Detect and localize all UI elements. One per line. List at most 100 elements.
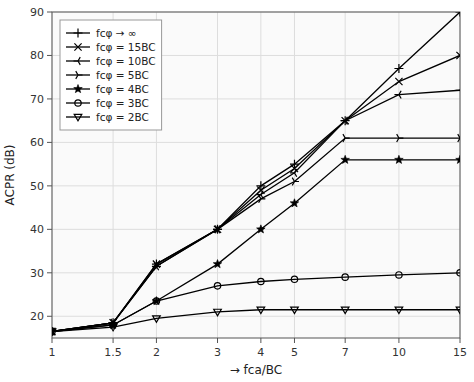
legend-marker bbox=[74, 57, 81, 65]
legend-marker bbox=[75, 100, 81, 106]
legend-frame bbox=[60, 20, 162, 130]
y-tick-label: 80 bbox=[30, 49, 44, 62]
point-marker bbox=[257, 307, 265, 313]
point-marker bbox=[259, 195, 266, 203]
point-marker bbox=[153, 316, 161, 322]
marks bbox=[52, 12, 460, 336]
y-tick-label: 50 bbox=[30, 180, 44, 193]
point-marker bbox=[291, 307, 299, 313]
y-tick bbox=[47, 142, 52, 143]
x-tick bbox=[294, 338, 295, 343]
point-marker bbox=[292, 178, 299, 186]
legend-label: fcφ = 3BC bbox=[96, 97, 149, 109]
point-marker bbox=[215, 225, 222, 233]
legend-marker bbox=[74, 29, 83, 38]
y-grid-line bbox=[52, 316, 460, 317]
series-line bbox=[52, 12, 460, 331]
series-line bbox=[52, 138, 460, 331]
legend-swatch bbox=[66, 102, 90, 103]
point-marker bbox=[457, 270, 460, 276]
y-tick-label: 60 bbox=[30, 136, 44, 149]
y-axis-label: ACPR (dB) bbox=[3, 145, 17, 206]
x-tick bbox=[460, 338, 461, 343]
point-marker bbox=[343, 134, 350, 142]
x-tick-label: 7 bbox=[342, 346, 349, 359]
y-grid-line bbox=[52, 229, 460, 230]
point-marker bbox=[456, 307, 460, 313]
y-grid-line bbox=[52, 272, 460, 273]
legend-label: fcφ = 2BC bbox=[96, 111, 149, 123]
x-grid-line bbox=[398, 12, 399, 338]
point-marker bbox=[456, 12, 461, 17]
y-tick bbox=[47, 12, 52, 13]
plot-frame bbox=[52, 12, 460, 338]
point-marker bbox=[214, 283, 220, 289]
point-marker bbox=[395, 78, 402, 85]
y-tick-label: 20 bbox=[30, 310, 44, 323]
point-marker bbox=[213, 260, 222, 268]
point-marker bbox=[258, 278, 264, 284]
point-marker bbox=[153, 298, 159, 304]
x-grid-line bbox=[294, 12, 295, 338]
y-grid-line bbox=[52, 185, 460, 186]
x-tick-label: 5 bbox=[291, 346, 298, 359]
point-marker bbox=[456, 155, 460, 163]
x-tick bbox=[260, 338, 261, 343]
y-tick-label: 90 bbox=[30, 6, 44, 19]
x-tick-label: 4 bbox=[257, 346, 264, 359]
point-marker bbox=[458, 134, 460, 142]
legend-marker bbox=[74, 43, 81, 50]
x-tick-label: 3 bbox=[214, 346, 221, 359]
point-marker bbox=[456, 52, 460, 59]
point-marker bbox=[290, 169, 297, 177]
legend-label: fcφ = 15BC bbox=[96, 41, 156, 53]
point-marker bbox=[394, 64, 403, 73]
x-tick bbox=[113, 338, 114, 343]
y-tick-label: 40 bbox=[30, 223, 44, 236]
point-marker bbox=[290, 199, 299, 207]
x-tick bbox=[345, 338, 346, 343]
x-tick bbox=[217, 338, 218, 343]
legend-marker bbox=[74, 85, 83, 93]
chart: 11.52345710152030405060708090→ fca/BCACP… bbox=[0, 0, 474, 382]
series-line bbox=[52, 273, 460, 332]
point-marker bbox=[290, 160, 299, 169]
legend-label: fcφ → ∞ bbox=[96, 27, 137, 39]
y-tick bbox=[47, 98, 52, 99]
point-marker bbox=[394, 91, 401, 99]
y-tick bbox=[47, 316, 52, 317]
point-marker bbox=[395, 307, 403, 313]
x-tick bbox=[52, 338, 53, 343]
x-tick bbox=[156, 338, 157, 343]
legend-swatch bbox=[66, 116, 90, 117]
point-marker bbox=[342, 274, 348, 280]
x-axis-label: → fca/BC bbox=[230, 363, 283, 377]
point-marker bbox=[256, 181, 265, 190]
x-tick bbox=[398, 338, 399, 343]
y-tick bbox=[47, 229, 52, 230]
point-marker bbox=[395, 155, 404, 163]
y-grid-line bbox=[52, 142, 460, 143]
point-marker bbox=[456, 86, 461, 94]
point-marker bbox=[397, 134, 404, 142]
x-tick-label: 2 bbox=[153, 346, 160, 359]
x-grid-line bbox=[345, 12, 346, 338]
point-marker bbox=[396, 272, 402, 278]
y-tick-label: 70 bbox=[30, 93, 44, 106]
y-tick-label: 30 bbox=[30, 267, 44, 280]
point-marker bbox=[214, 309, 222, 315]
legend-marker bbox=[74, 114, 82, 120]
point-marker bbox=[341, 117, 348, 125]
x-tick-label: 1 bbox=[49, 346, 56, 359]
series-line bbox=[52, 55, 460, 331]
point-marker bbox=[154, 262, 161, 270]
series-line bbox=[52, 160, 460, 332]
point-marker bbox=[109, 324, 117, 330]
plot-background bbox=[52, 12, 460, 338]
point-marker bbox=[291, 276, 297, 282]
y-tick bbox=[47, 185, 52, 186]
x-tick-label: 10 bbox=[392, 346, 406, 359]
x-tick-label: 1.5 bbox=[104, 346, 122, 359]
legend-label: fcφ = 4BC bbox=[96, 83, 149, 95]
legend: fcφ → ∞fcφ = 15BCfcφ = 10BCfcφ = 5BCfcφ … bbox=[60, 20, 162, 130]
